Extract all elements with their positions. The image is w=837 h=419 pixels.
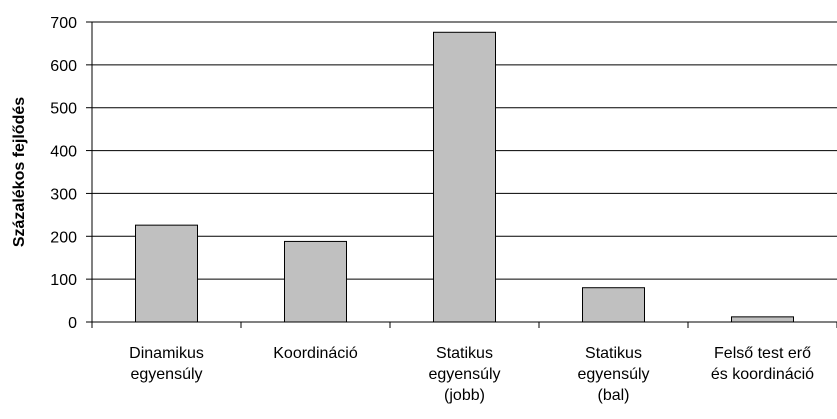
x-tick-label: Dinamikus egyensúly [129,345,204,383]
x-tick-label: Felső test erő és koordináció [711,345,814,383]
bar [731,316,794,323]
y-tick-label: 500 [50,101,77,118]
x-tick-label: Koordináció [273,345,358,362]
y-tick-label: 0 [68,315,77,332]
y-axis-label: Százalékos fejlődés [11,97,28,247]
y-tick-label: 200 [50,229,77,246]
y-tick-label: 100 [50,272,77,289]
x-tick-label: Statikus egyensúly (bal) [577,345,649,404]
y-tick-label: 400 [50,144,77,161]
x-tick-label: Statikus egyensúly (jobb) [428,345,500,404]
y-tick-label: 600 [50,58,77,75]
y-tick-label: 700 [50,15,77,32]
bar [284,240,347,323]
bar [582,287,645,323]
y-tick-label: 300 [50,186,77,203]
bar [433,31,496,323]
bar [135,224,198,323]
